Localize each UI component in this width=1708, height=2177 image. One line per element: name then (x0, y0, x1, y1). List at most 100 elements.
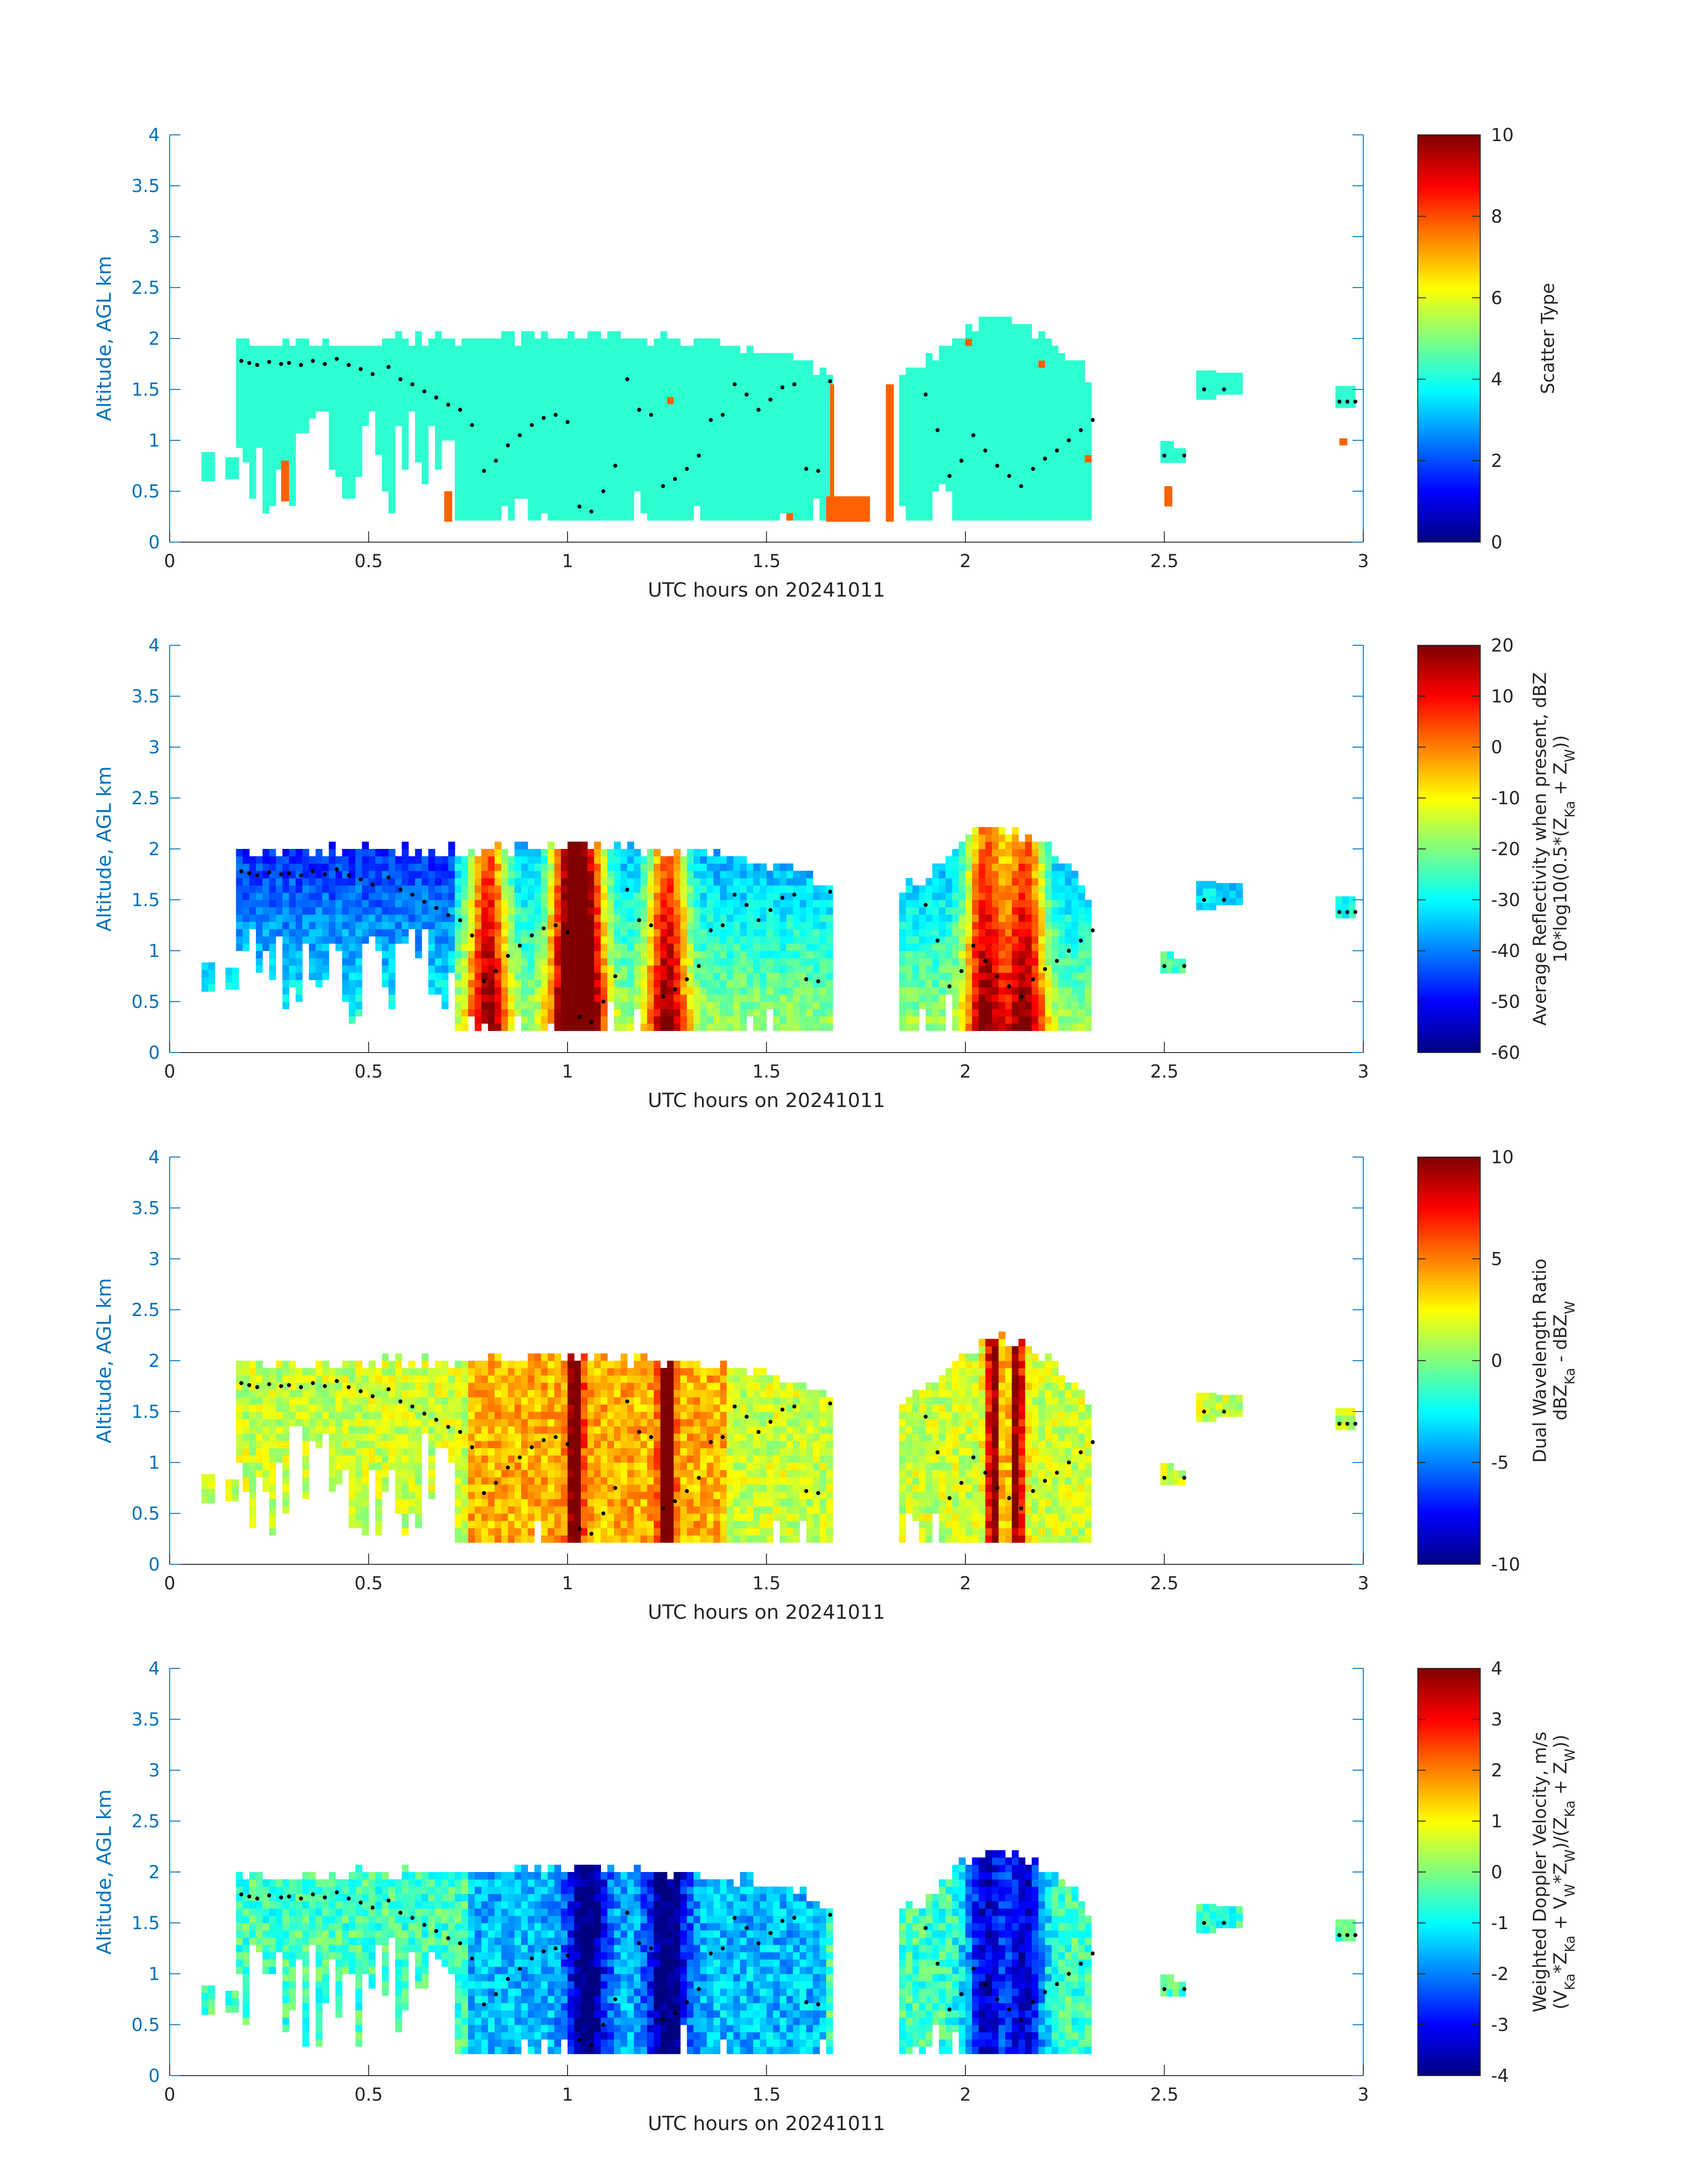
heatmap-cell (481, 368, 489, 376)
heatmap-cell (1031, 476, 1039, 485)
heatmap-cell (693, 491, 701, 499)
colorbar-swatch (1418, 313, 1480, 317)
heatmap-cell (780, 397, 787, 405)
melting-layer-dot (971, 433, 976, 438)
heatmap-cell (627, 841, 635, 849)
heatmap-cell (693, 856, 701, 864)
heatmap-cell (640, 368, 647, 376)
heatmap-cell (766, 1002, 773, 1009)
heatmap-cell (972, 476, 979, 485)
heatmap-cell (733, 951, 740, 958)
heatmap-cell (667, 980, 674, 988)
heatmap-cell (541, 433, 548, 441)
heatmap-cell (508, 506, 515, 514)
heatmap-cell (899, 994, 906, 1002)
heatmap-cell (1167, 441, 1174, 449)
heatmap-cell (965, 476, 973, 485)
heatmap-cell (713, 382, 721, 390)
heatmap-cell (799, 878, 807, 886)
heatmap-cell (574, 338, 581, 346)
heatmap-cell (521, 1009, 528, 1017)
heatmap-cell (627, 418, 635, 426)
heatmap-cell (667, 360, 674, 368)
colorbar-frame (1417, 134, 1481, 543)
heatmap-cell (1011, 382, 1019, 390)
heatmap-cell (786, 447, 793, 455)
heatmap-cell (455, 856, 462, 864)
heatmap-cell (607, 892, 614, 900)
heatmap-cell (269, 389, 276, 397)
heatmap-cell (727, 921, 734, 929)
melting-layer-dot (299, 363, 303, 367)
heatmap-cell (700, 900, 707, 907)
heatmap-cell (388, 849, 396, 857)
heatmap-cell (594, 1016, 601, 1024)
heatmap-cell (514, 900, 522, 907)
heatmap-cell (521, 987, 528, 995)
heatmap-cell (727, 987, 734, 995)
heatmap-cell (561, 389, 568, 397)
heatmap-cell (706, 360, 714, 368)
heatmap-cell (236, 389, 243, 397)
heatmap-cell (488, 907, 495, 915)
heatmap-cell (998, 440, 1006, 448)
heatmap-cell (587, 994, 594, 1002)
heatmap-cell (322, 338, 329, 346)
heatmap-cell (727, 1016, 734, 1024)
heatmap-cell (1052, 382, 1059, 390)
heatmap-cell (415, 368, 422, 376)
heatmap-cell (455, 929, 462, 937)
heatmap-cell (296, 929, 303, 937)
heatmap-cell (580, 447, 588, 455)
y-tick-label: 1.5 (131, 380, 160, 400)
heatmap-cell (906, 1016, 913, 1024)
heatmap-cell (455, 863, 462, 871)
heatmap-cell (276, 907, 283, 915)
colorbar-swatch (1418, 221, 1480, 225)
heatmap-cell (740, 936, 747, 944)
heatmap-cell (269, 914, 276, 922)
heatmap-cell (1065, 455, 1072, 463)
heatmap-cell (998, 411, 1006, 419)
heatmap-cell (746, 914, 754, 922)
heatmap-cell (527, 353, 535, 361)
melting-layer-dot (792, 382, 797, 387)
heatmap-cell (315, 900, 323, 907)
heatmap-cell (680, 936, 687, 944)
heatmap-cell (680, 353, 687, 361)
heatmap-cell (594, 841, 601, 849)
heatmap-cell (693, 987, 701, 995)
heatmap-cell (640, 987, 647, 995)
heatmap-cell (978, 433, 986, 441)
heatmap-cell (335, 870, 342, 878)
heatmap-cell (236, 440, 243, 448)
heatmap-cell (693, 418, 701, 426)
heatmap-cell (329, 368, 336, 376)
heatmap-cell (780, 462, 787, 470)
heatmap-cell (766, 382, 773, 390)
heatmap-cell (342, 353, 349, 361)
heatmap-cell (819, 987, 827, 995)
heatmap-cell (435, 972, 442, 980)
heatmap-cell (348, 885, 356, 893)
heatmap-cell (435, 455, 442, 463)
heatmap-cell (693, 958, 701, 966)
heatmap-cell (720, 1016, 727, 1024)
heatmap-cell (574, 878, 581, 886)
heatmap-cell (687, 878, 694, 886)
heatmap-cell (680, 484, 687, 492)
heatmap-cell (302, 411, 309, 419)
heatmap-cell (972, 513, 979, 521)
heatmap-cell (912, 929, 919, 937)
heatmap-cell (786, 1002, 793, 1009)
heatmap-cell (521, 462, 528, 470)
heatmap-cell (289, 929, 296, 937)
heatmap-cell (733, 1023, 740, 1031)
heatmap-cell (302, 892, 309, 900)
heatmap-cell (1018, 476, 1026, 485)
heatmap-cell (282, 972, 289, 980)
heatmap-cell (945, 921, 952, 929)
heatmap-cell (455, 462, 462, 470)
heatmap-cell (1071, 375, 1079, 383)
heatmap-cell (1031, 404, 1039, 412)
